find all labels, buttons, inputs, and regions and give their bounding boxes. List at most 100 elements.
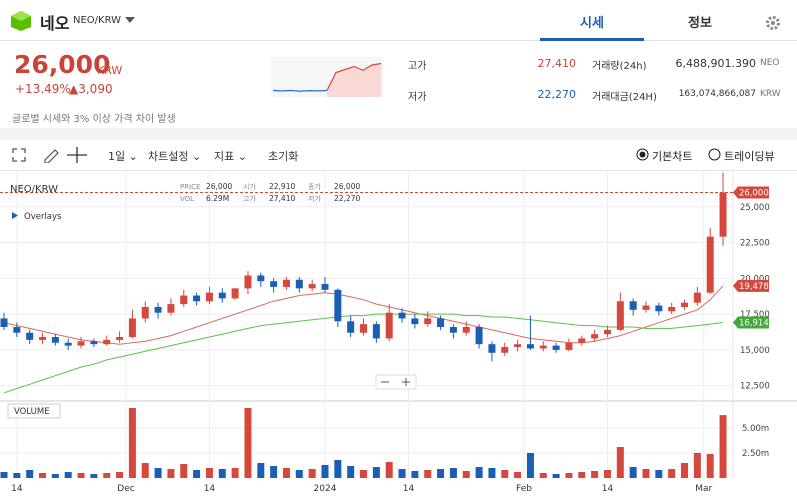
candle-body [501, 347, 509, 353]
y-tick-label: 17,500 [740, 310, 770, 320]
zoom-in [402, 378, 410, 386]
candle-body [449, 327, 457, 333]
volume-bar [347, 466, 355, 478]
toolbar [0, 140, 797, 171]
candle-body [372, 324, 380, 339]
candle-body [244, 275, 252, 289]
candle-body [308, 284, 316, 289]
info-value: 22,910 [269, 182, 295, 191]
settings-text: 차트설정 [148, 150, 189, 163]
tab-active[interactable]: 시세 [580, 16, 604, 31]
price-tag-label: 16,914 [739, 319, 769, 329]
candle-body [26, 332, 34, 340]
volume-bar [360, 470, 368, 478]
candle-body [218, 292, 226, 299]
top-bar [0, 0, 797, 41]
volume-bar [668, 469, 676, 478]
settings-icon[interactable] [765, 15, 781, 31]
candle-body [64, 342, 72, 346]
stat-value: 22,270 [537, 88, 577, 101]
radio[interactable] [708, 148, 721, 161]
candle-body [0, 318, 8, 328]
volume-bar [244, 408, 252, 478]
current-price: 26,000 [14, 50, 111, 79]
volume-bar [424, 470, 432, 478]
volume-bar [270, 466, 278, 478]
stat-label: 거래량(24h) [592, 61, 647, 72]
overlay-arrow [12, 212, 18, 219]
candle-body [231, 288, 239, 299]
info-value: 26,000 [206, 182, 232, 191]
volume-bar [578, 472, 586, 478]
vol-tick-label: 5.00m [742, 424, 769, 434]
candle-body [13, 327, 21, 333]
candle-body [411, 318, 419, 325]
candle-body [475, 327, 483, 345]
x-tick-label: 14 [204, 484, 216, 494]
volume-bar [655, 470, 663, 478]
volume-bar [77, 473, 85, 478]
volume-bar [0, 472, 8, 478]
tool-icons[interactable] [11, 147, 91, 163]
volume-bar [642, 469, 650, 478]
notice: 글로벌 시세와 3% 이상 가격 차이 발생 [12, 114, 176, 125]
candle-body [154, 306, 162, 313]
coin-name: 네오 [40, 14, 70, 33]
volume-bar [308, 469, 316, 478]
view-option[interactable]: 트레이딩뷰 [724, 150, 775, 163]
candle-body [282, 279, 290, 287]
chart-settings[interactable]: 차트설정 ⌄ [148, 150, 202, 163]
moving-average [3, 285, 724, 345]
x-tick-label: Mar [695, 484, 712, 494]
x-tick-label: Dec [117, 484, 134, 494]
indicators[interactable]: 지표 ⌄ [214, 150, 247, 163]
volume-bar [90, 474, 98, 478]
info-label: 시가 [243, 182, 256, 191]
coin-pair: NEO/KRW [73, 15, 122, 26]
volume-bar [39, 473, 47, 478]
vol-tick-label: 2.50m [742, 449, 769, 459]
separator [0, 128, 797, 140]
volume-bar [488, 468, 496, 478]
stat-value: 6,488,901.390 [675, 57, 756, 70]
y-tick-label: 15,000 [740, 346, 770, 356]
volume-bar [719, 415, 727, 478]
candle-body [141, 306, 149, 319]
interval[interactable]: 1일 ⌄ [108, 150, 138, 163]
volume-bar [526, 453, 534, 478]
volume-bar [616, 447, 624, 478]
volume-bar [449, 468, 457, 478]
volume-bar [193, 470, 201, 478]
volume-bar [295, 470, 303, 478]
view-option[interactable]: 기본차트 [652, 150, 693, 163]
x-tick-label: 14 [602, 484, 614, 494]
reset[interactable]: 초기화 [268, 150, 299, 163]
candle-body [385, 312, 393, 339]
volume-bar [693, 453, 701, 478]
volume-bar [372, 467, 380, 478]
candle-body [437, 318, 445, 328]
volume-bar [514, 472, 522, 478]
dropdown-arrow[interactable] [124, 16, 136, 24]
price-tag-label: 19,478 [739, 282, 769, 292]
candle-body [270, 281, 278, 287]
candle-body [321, 284, 329, 290]
coin-logo [11, 11, 31, 31]
candle-body [193, 295, 201, 302]
candle-body [552, 345, 560, 350]
volume-bar [552, 474, 560, 478]
tab[interactable]: 정보 [688, 16, 712, 31]
volume-bar [128, 408, 136, 478]
volume-bar [706, 454, 714, 478]
sparkline [271, 57, 383, 97]
info-value: 6.29M [206, 194, 229, 203]
candle-body [295, 279, 303, 289]
candle-body [257, 275, 265, 282]
moving-average [3, 313, 724, 394]
stat-value: 27,410 [537, 57, 577, 70]
candle-body [51, 337, 59, 343]
info-label: 종가 [308, 182, 321, 191]
radio-checked[interactable] [636, 148, 649, 161]
volume-bar [257, 463, 265, 478]
